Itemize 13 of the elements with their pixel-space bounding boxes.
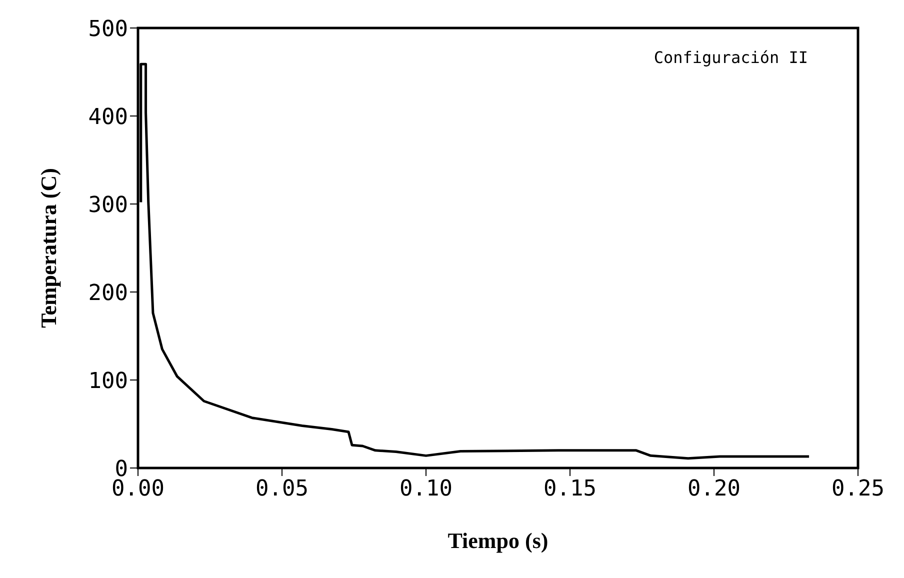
x-tick-label: 0.20: [688, 476, 740, 502]
y-axis-title: Temperatura (C): [36, 168, 61, 328]
x-tick-label: 0.25: [832, 476, 884, 502]
y-tick-label: 400: [88, 104, 128, 130]
y-tick-label: 200: [88, 280, 128, 306]
x-tick-label: 0.05: [256, 476, 308, 502]
y-tick-label: 500: [88, 16, 128, 42]
x-tick-label: 0.10: [400, 476, 452, 502]
x-axis-title: Tiempo (s): [448, 528, 548, 553]
y-tick-label: 100: [88, 368, 128, 394]
annotation: Configuración II: [654, 48, 808, 67]
x-tick-label: 0.15: [544, 476, 596, 502]
y-tick-label: 300: [88, 192, 128, 218]
